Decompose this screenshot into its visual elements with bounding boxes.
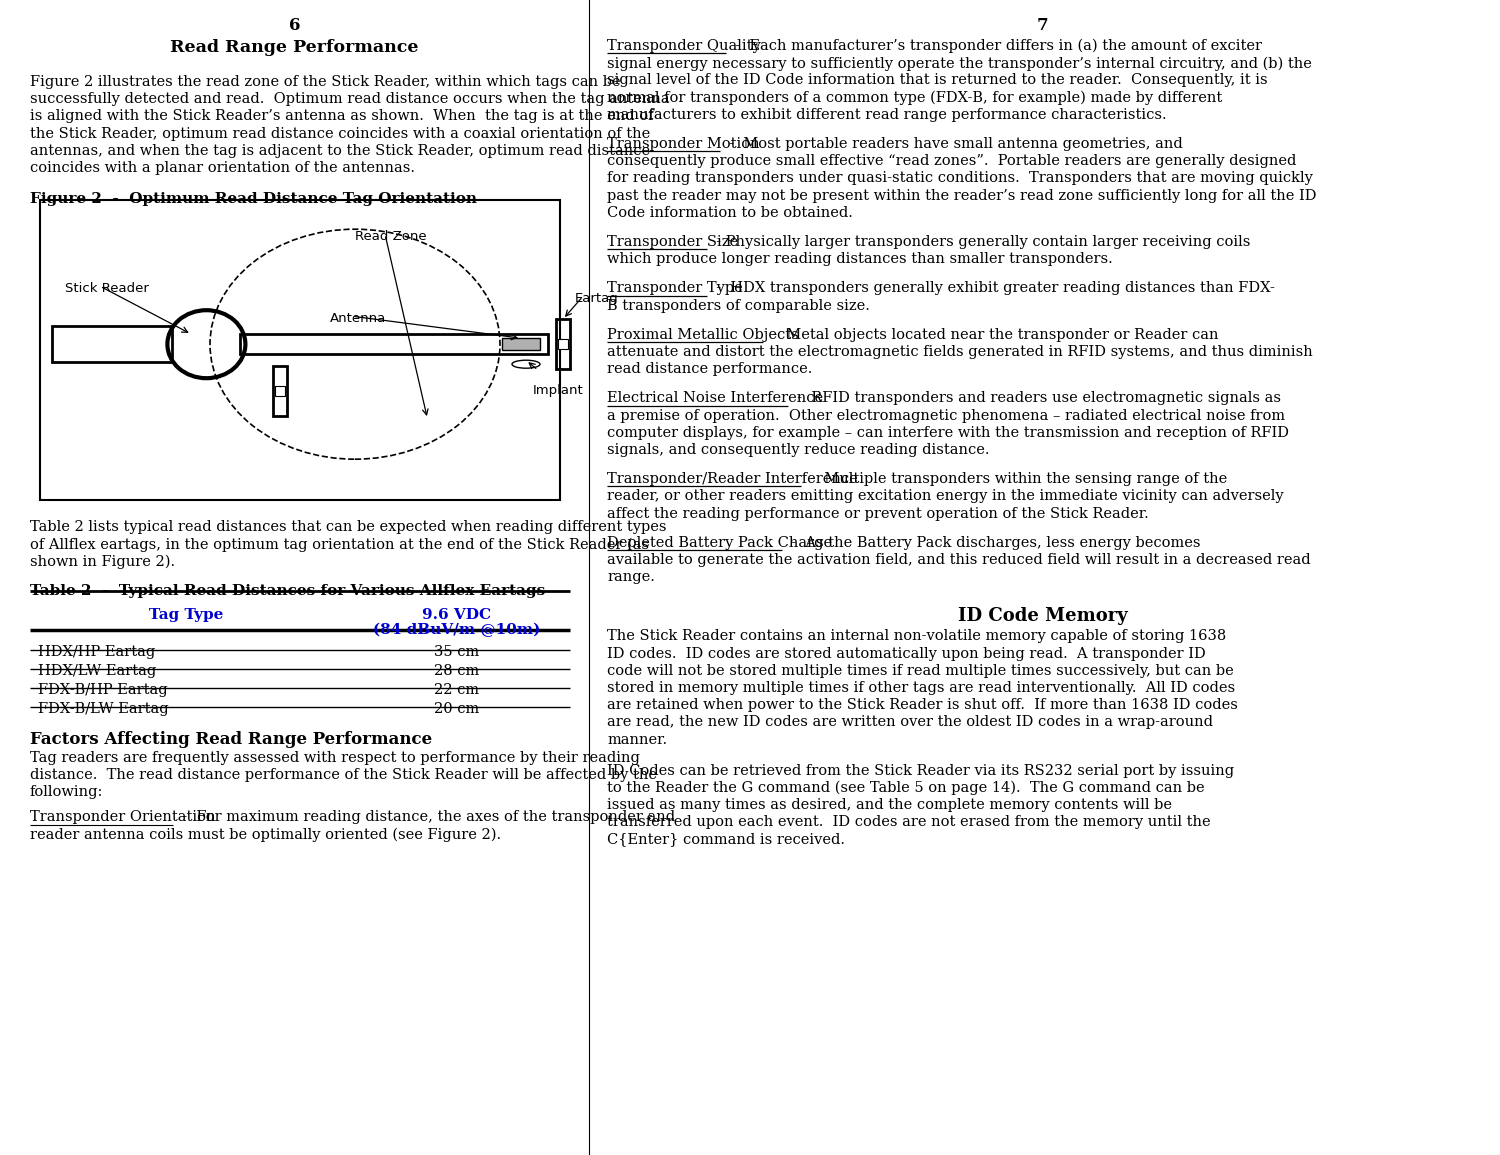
Text: which produce longer reading distances than smaller transponders.: which produce longer reading distances t… — [608, 252, 1113, 266]
Text: distance.  The read distance performance of the Stick Reader will be affected by: distance. The read distance performance … — [30, 768, 657, 782]
Text: of Allflex eartags, in the optimum tag orientation at the end of the Stick Reade: of Allflex eartags, in the optimum tag o… — [30, 537, 650, 552]
Text: is aligned with the Stick Reader’s antenna as shown.  When  the tag is at the en: is aligned with the Stick Reader’s anten… — [30, 110, 654, 124]
Text: coincides with a planar orientation of the antennas.: coincides with a planar orientation of t… — [30, 161, 416, 176]
Text: Table 2  -  Typical Read Distances for Various Allflex Eartags: Table 2 - Typical Read Distances for Var… — [30, 583, 546, 598]
Text: signal level of the ID Code information that is returned to the reader.  Consequ: signal level of the ID Code information … — [608, 74, 1268, 88]
Text: Electrical Noise Interference: Electrical Noise Interference — [608, 392, 824, 405]
Text: transferred upon each event.  ID codes are not erased from the memory until the: transferred upon each event. ID codes ar… — [608, 815, 1210, 829]
Text: Read Zone: Read Zone — [356, 230, 426, 244]
Text: -  As the Battery Pack discharges, less energy becomes: - As the Battery Pack discharges, less e… — [782, 536, 1200, 550]
Text: signal energy necessary to sufficiently operate the transponder’s internal circu: signal energy necessary to sufficiently … — [608, 57, 1312, 70]
Text: 9.6 VDC: 9.6 VDC — [422, 608, 490, 621]
Text: attenuate and distort the electromagnetic fields generated in RFID systems, and : attenuate and distort the electromagneti… — [608, 345, 1312, 359]
Text: shown in Figure 2).: shown in Figure 2). — [30, 554, 176, 569]
Text: Eartag: Eartag — [574, 292, 618, 305]
Text: HDX/LW Eartag: HDX/LW Eartag — [38, 664, 156, 678]
Bar — [558, 340, 568, 349]
Text: -  Each manufacturer’s transponder differs in (a) the amount of exciter: - Each manufacturer’s transponder differ… — [726, 39, 1262, 53]
Text: are retained when power to the Stick Reader is shut off.  If more than 1638 ID c: are retained when power to the Stick Rea… — [608, 699, 1238, 713]
Text: manufacturers to exhibit different read range performance characteristics.: manufacturers to exhibit different read … — [608, 107, 1167, 121]
Text: reader, or other readers emitting excitation energy in the immediate vicinity ca: reader, or other readers emitting excita… — [608, 490, 1284, 504]
Text: 7: 7 — [1036, 17, 1048, 33]
Text: the Stick Reader, optimum read distance coincides with a coaxial orientation of : the Stick Reader, optimum read distance … — [30, 127, 651, 141]
Text: -  Multiple transponders within the sensing range of the: - Multiple transponders within the sensi… — [801, 472, 1227, 486]
Bar — [53, 326, 172, 363]
Text: Transponder Quality: Transponder Quality — [608, 39, 760, 53]
Text: -  Metal objects located near the transponder or Reader can: - Metal objects located near the transpo… — [764, 328, 1218, 342]
Text: (84 dBuV/m @10m): (84 dBuV/m @10m) — [374, 623, 540, 638]
Bar — [503, 338, 540, 350]
Text: -  HDX transponders generally exhibit greater reading distances than FDX-: - HDX transponders generally exhibit gre… — [706, 282, 1275, 296]
Text: are read, the new ID codes are written over the oldest ID codes in a wrap-around: are read, the new ID codes are written o… — [608, 715, 1214, 730]
Text: C{Enter} command is received.: C{Enter} command is received. — [608, 833, 844, 847]
Text: Stick Reader: Stick Reader — [64, 282, 148, 296]
Text: 35 cm: 35 cm — [433, 644, 478, 658]
Text: reader antenna coils must be optimally oriented (see Figure 2).: reader antenna coils must be optimally o… — [30, 828, 501, 842]
Text: Transponder/Reader Interference: Transponder/Reader Interference — [608, 472, 858, 486]
Text: Implant: Implant — [532, 385, 584, 397]
Bar — [240, 334, 548, 355]
Text: Proximal Metallic Objects: Proximal Metallic Objects — [608, 328, 798, 342]
Bar — [273, 366, 286, 416]
Text: Transponder Size: Transponder Size — [608, 234, 738, 249]
Text: FDX-B/LW Eartag: FDX-B/LW Eartag — [38, 702, 168, 716]
Text: - Physically larger transponders generally contain larger receiving coils: - Physically larger transponders general… — [706, 234, 1251, 249]
Text: following:: following: — [30, 785, 104, 799]
Text: available to generate the activation field, and this reduced field will result i: available to generate the activation fie… — [608, 553, 1311, 567]
Bar — [556, 319, 570, 370]
Text: ID Codes can be retrieved from the Stick Reader via its RS232 serial port by iss: ID Codes can be retrieved from the Stick… — [608, 763, 1234, 777]
Text: signals, and consequently reduce reading distance.: signals, and consequently reduce reading… — [608, 444, 990, 457]
Text: past the reader may not be present within the reader’s read zone sufficiently lo: past the reader may not be present withi… — [608, 188, 1317, 202]
Ellipse shape — [512, 360, 540, 368]
Bar — [40, 200, 560, 500]
Text: HDX/HP Eartag: HDX/HP Eartag — [38, 644, 156, 658]
Text: Depleted Battery Pack Charge: Depleted Battery Pack Charge — [608, 536, 832, 550]
Text: 6: 6 — [288, 17, 300, 33]
Text: a premise of operation.  Other electromagnetic phenomena – radiated electrical n: a premise of operation. Other electromag… — [608, 409, 1286, 423]
Text: 22 cm: 22 cm — [433, 683, 478, 696]
Text: Factors Affecting Read Range Performance: Factors Affecting Read Range Performance — [30, 731, 432, 747]
Text: FDX-B/HP Eartag: FDX-B/HP Eartag — [38, 683, 168, 696]
Text: Table 2 lists typical read distances that can be expected when reading different: Table 2 lists typical read distances tha… — [30, 520, 666, 535]
Text: Code information to be obtained.: Code information to be obtained. — [608, 206, 853, 219]
Text: stored in memory multiple times if other tags are read interventionally.  All ID: stored in memory multiple times if other… — [608, 681, 1234, 695]
Text: Tag readers are frequently assessed with respect to performance by their reading: Tag readers are frequently assessed with… — [30, 751, 640, 765]
Text: issued as many times as desired, and the complete memory contents will be: issued as many times as desired, and the… — [608, 798, 1172, 812]
Text: ID codes.  ID codes are stored automatically upon being read.  A transponder ID: ID codes. ID codes are stored automatica… — [608, 647, 1206, 661]
Text: affect the reading performance or prevent operation of the Stick Reader.: affect the reading performance or preven… — [608, 507, 1149, 521]
Text: range.: range. — [608, 571, 656, 584]
Text: computer displays, for example – can interfere with the transmission and recepti: computer displays, for example – can int… — [608, 426, 1288, 440]
Text: consequently produce small effective “read zones”.  Portable readers are general: consequently produce small effective “re… — [608, 155, 1296, 169]
Text: Transponder Type: Transponder Type — [608, 282, 742, 296]
Text: successfully detected and read.  Optimum read distance occurs when the tag anten: successfully detected and read. Optimum … — [30, 92, 669, 106]
Text: -  Most portable readers have small antenna geometries, and: - Most portable readers have small anten… — [720, 137, 1182, 151]
Text: for reading transponders under quasi-static conditions.  Transponders that are m: for reading transponders under quasi-sta… — [608, 171, 1312, 186]
Text: Read Range Performance: Read Range Performance — [170, 39, 419, 55]
Text: Figure 2  -  Optimum Read Distance Tag Orientation: Figure 2 - Optimum Read Distance Tag Ori… — [30, 192, 477, 207]
Text: normal for transponders of a common type (FDX-B, for example) made by different: normal for transponders of a common type… — [608, 90, 1222, 105]
Text: manner.: manner. — [608, 732, 668, 746]
Text: 20 cm: 20 cm — [433, 702, 478, 716]
Text: Transponder Orientation: Transponder Orientation — [30, 811, 216, 825]
Text: to the Reader the G command (see Table 5 on page 14).  The G command can be: to the Reader the G command (see Table 5… — [608, 781, 1204, 796]
Text: code will not be stored multiple times if read multiple times successively, but : code will not be stored multiple times i… — [608, 664, 1233, 678]
Text: Transponder Motion: Transponder Motion — [608, 137, 759, 151]
Text: ID Code Memory: ID Code Memory — [957, 608, 1128, 625]
Text: 28 cm: 28 cm — [433, 664, 478, 678]
Bar — [274, 386, 285, 396]
Text: -  For maximum reading distance, the axes of the transponder and: - For maximum reading distance, the axes… — [172, 811, 675, 825]
Text: Antenna: Antenna — [330, 312, 387, 326]
Text: Figure 2 illustrates the read zone of the Stick Reader, within which tags can be: Figure 2 illustrates the read zone of th… — [30, 75, 621, 89]
Text: B transponders of comparable size.: B transponders of comparable size. — [608, 299, 870, 313]
Text: -  RFID transponders and readers use electromagnetic signals as: - RFID transponders and readers use elec… — [789, 392, 1281, 405]
Text: antennas, and when the tag is adjacent to the Stick Reader, optimum read distanc: antennas, and when the tag is adjacent t… — [30, 144, 650, 158]
Text: read distance performance.: read distance performance. — [608, 363, 813, 377]
Text: The Stick Reader contains an internal non-volatile memory capable of storing 163: The Stick Reader contains an internal no… — [608, 629, 1227, 643]
Text: Tag Type: Tag Type — [150, 608, 224, 621]
